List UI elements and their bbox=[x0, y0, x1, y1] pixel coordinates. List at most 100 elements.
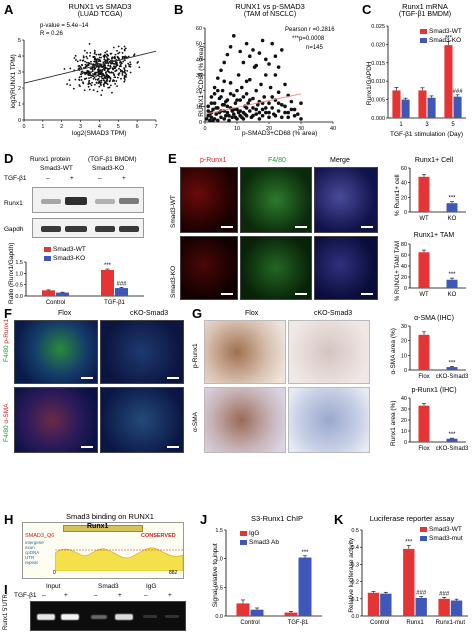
scatter-point bbox=[83, 71, 86, 74]
significance-mark: *** bbox=[445, 35, 453, 41]
significance-mark: ### bbox=[453, 89, 464, 95]
panel-i-band-5 bbox=[143, 615, 157, 618]
panel-k-letter: K bbox=[334, 512, 344, 527]
scatter-point bbox=[251, 106, 255, 110]
scatter-point bbox=[264, 57, 268, 62]
panel-i-sign-5: – bbox=[144, 592, 148, 599]
scatter-point bbox=[289, 99, 294, 104]
scatter-point bbox=[83, 49, 86, 52]
panel-g-chart2-bars: 0 10 20 30 40 Flox cKO-Smad3 *** bbox=[401, 396, 469, 452]
scatter-point bbox=[86, 57, 89, 60]
y-tick-label: 0.1 bbox=[351, 597, 359, 603]
scatter-point bbox=[101, 72, 104, 75]
bar bbox=[392, 90, 401, 118]
scatter-point bbox=[98, 70, 101, 73]
scatter-point bbox=[283, 110, 287, 115]
scatter-point bbox=[128, 63, 131, 66]
scatter-point bbox=[243, 112, 247, 116]
legend-swatch-igg bbox=[240, 531, 247, 536]
scatter-point bbox=[121, 55, 124, 58]
significance-mark: *** bbox=[448, 360, 456, 366]
scatter-point bbox=[102, 61, 105, 64]
scatter-point bbox=[104, 67, 107, 70]
scatter-point bbox=[107, 70, 110, 73]
y-tick-label: 0 bbox=[404, 286, 407, 292]
y-tick-label: 40 bbox=[401, 396, 407, 402]
scatter-point bbox=[95, 62, 97, 64]
scatter-point bbox=[123, 80, 126, 83]
y-tick-label: 10 bbox=[401, 353, 407, 359]
panel-d-legend: Smad3-WT Smad3-KO bbox=[44, 246, 86, 262]
y-tick-label: 20 bbox=[401, 275, 407, 281]
scatter-point bbox=[254, 107, 258, 112]
scatter-point bbox=[214, 112, 218, 116]
y-tick-label: 30 bbox=[196, 73, 202, 79]
panel-g-image-cko-sma bbox=[288, 387, 370, 453]
scatter-point bbox=[93, 83, 96, 86]
scatter-point bbox=[267, 101, 271, 105]
bar bbox=[418, 90, 427, 118]
scatter-point bbox=[125, 76, 127, 78]
y-tick-label: 80 bbox=[401, 242, 407, 248]
panel-c-chart: 0.000 0.005 0.010 0.015 0.020 0.025 1 3 5 *** ### bbox=[371, 24, 466, 128]
scatter-point bbox=[209, 95, 214, 99]
x-tick-label: cKO-Smad3 bbox=[436, 374, 469, 380]
y-tick-label: 2 bbox=[18, 86, 21, 92]
scatter-point bbox=[99, 73, 102, 75]
scatter-point bbox=[211, 118, 215, 123]
scatter-point bbox=[99, 53, 102, 56]
y-tick-label: 4 bbox=[18, 54, 21, 60]
y-tick-label: 0 bbox=[18, 118, 21, 124]
scatter-point bbox=[254, 63, 258, 68]
x-tick-label: 3 bbox=[425, 122, 429, 128]
scatter-point bbox=[85, 61, 88, 64]
panel-b-ticks: 0 10 20 30 40 0 10 20 30 40 50 60 bbox=[196, 26, 336, 132]
panel-d-row-gapdh: Gapdh bbox=[4, 226, 24, 233]
panel-a-stat-r: R = 0.26 bbox=[40, 31, 63, 37]
bar bbox=[284, 612, 298, 616]
bar bbox=[415, 597, 427, 616]
panel-h-gene: Runx1 bbox=[87, 523, 109, 530]
scatter-point bbox=[103, 85, 106, 88]
scatter-point bbox=[123, 71, 126, 73]
scatter-point bbox=[124, 59, 126, 62]
panel-a-points bbox=[63, 42, 141, 97]
scatter-point bbox=[212, 101, 217, 105]
scatter-point bbox=[73, 57, 76, 59]
scatter-point bbox=[276, 101, 281, 105]
scatter-point bbox=[227, 118, 231, 123]
scatter-point bbox=[230, 115, 234, 120]
scatter-point bbox=[89, 67, 92, 70]
bar bbox=[453, 96, 462, 118]
x-tick-label: Runx1 bbox=[406, 620, 424, 626]
panel-b-letter: B bbox=[174, 2, 184, 17]
y-tick-label: 1 bbox=[18, 102, 21, 108]
scatter-point bbox=[267, 110, 271, 115]
panel-d-legend-wt-label: Smad3-WT bbox=[53, 246, 86, 253]
panel-e-image-wt-merge bbox=[314, 167, 378, 233]
scatter-point bbox=[109, 84, 112, 87]
panel-c-legend: Smad3-WT Smad3-KO bbox=[420, 28, 462, 44]
scatter-point bbox=[299, 117, 303, 121]
panel-i-sign-1: – bbox=[42, 592, 46, 599]
scatter-point bbox=[107, 64, 110, 67]
scatter-point bbox=[270, 106, 275, 110]
scatter-point bbox=[289, 107, 294, 112]
scatter-point bbox=[240, 85, 244, 90]
scatter-point bbox=[89, 51, 92, 54]
scatter-point bbox=[123, 45, 126, 48]
panel-i-letter: I bbox=[4, 582, 8, 597]
scatter-point bbox=[101, 69, 103, 72]
panel-h-legend: intergene exon cpDNA UTR repeat bbox=[25, 540, 55, 566]
panel-i-treat: TGF-β1 bbox=[14, 592, 37, 599]
panel-b-stat-r: Pearson r =0.2816 bbox=[285, 27, 335, 33]
y-tick-label: 1.0 bbox=[215, 557, 223, 563]
scatter-point bbox=[216, 88, 220, 93]
x-tick-label: Control bbox=[370, 620, 389, 626]
legend-swatch-ab bbox=[240, 540, 247, 546]
scatter-point bbox=[273, 113, 278, 118]
scatter-point bbox=[110, 71, 113, 74]
panel-d-group2: Smad3-KO bbox=[92, 165, 125, 172]
scatter-point bbox=[101, 89, 104, 92]
y-tick-label: 40 bbox=[401, 181, 407, 187]
